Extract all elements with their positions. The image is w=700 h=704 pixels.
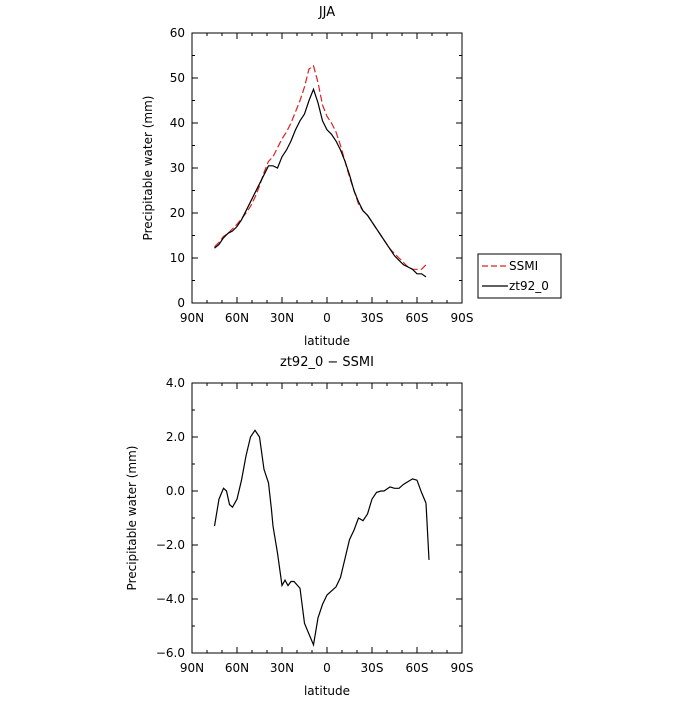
y-tick-label: 10 (170, 251, 185, 265)
chart-title: JJA (318, 5, 335, 20)
y-tick-label: 40 (170, 116, 185, 130)
legend-label: SSMI (509, 259, 538, 273)
x-tick-label: 90S (451, 661, 474, 675)
y-tick-label: 50 (170, 71, 185, 85)
y-tick-label: 60 (170, 26, 185, 40)
series-line-ssmi (214, 64, 427, 270)
x-tick-label: 30N (270, 311, 294, 325)
x-tick-label: 60N (225, 661, 249, 675)
plot-frame (191, 32, 463, 304)
legend-label: zt92_0 (509, 279, 549, 293)
series-line-zt92-0 (214, 87, 427, 278)
legend-box (477, 253, 562, 299)
y-tick-label: 2.0 (166, 430, 185, 444)
y-tick-label: −4.0 (156, 592, 185, 606)
x-tick-label: 90S (451, 311, 474, 325)
y-tick-label: 20 (170, 206, 185, 220)
y-tick-label: 4.0 (166, 376, 185, 390)
x-tick-label: 90N (180, 311, 204, 325)
y-tick-label: 0 (177, 296, 185, 310)
y-tick-label: 30 (170, 161, 185, 175)
series-line-1 (213, 429, 427, 648)
x-tick-label: 90N (180, 661, 204, 675)
x-tick-label: 60S (406, 661, 429, 675)
chart-panel-1: 90N 60N 30N 0 30S 60S 90S 0 10 20 30 40 50 60 JJA latit… (141, 5, 562, 348)
chart-panel-2: 90N 60N 30N 0 30S 60S 90S 4.0 2.0 0.0 −2.0 −4.0 −6.0… (125, 355, 473, 698)
x-axis-title: latitude (304, 334, 350, 348)
x-tick-label: 60S (406, 311, 429, 325)
x-tick-label: 0 (323, 661, 331, 675)
x-axis-title: latitude (304, 684, 350, 698)
y-axis-title: Precipitable water (mm) (125, 446, 139, 591)
y-tick-label: −6.0 (156, 646, 185, 660)
x-tick-label: 0 (323, 311, 331, 325)
x-tick-label: 30S (361, 661, 384, 675)
y-axis-title: Precipitable water (mm) (141, 96, 155, 241)
legend: SSMI zt92_0 (477, 253, 562, 299)
x-tick-label: 30N (270, 661, 294, 675)
y-tick-label: 0.0 (166, 484, 185, 498)
x-tick-label: 30S (361, 311, 384, 325)
y-tick-label: −2.0 (156, 538, 185, 552)
x-tick-label: 60N (225, 311, 249, 325)
chart-title: zt92_0 − SSMI (280, 355, 374, 370)
series-line-2 (425, 503, 430, 560)
plot-frame (191, 382, 463, 654)
